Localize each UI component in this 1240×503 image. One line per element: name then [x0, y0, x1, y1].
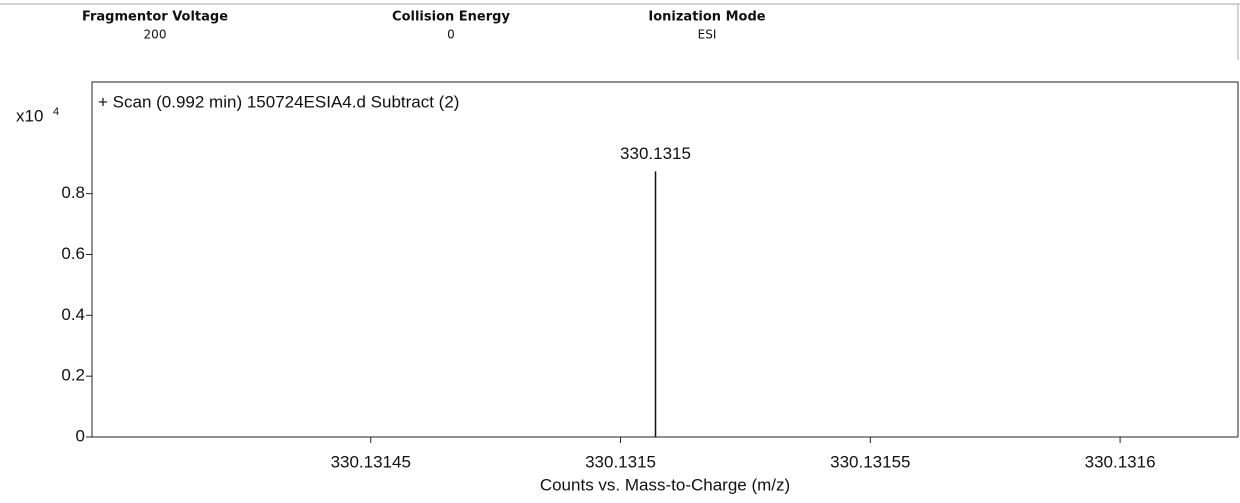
param-value: 200: [144, 28, 167, 42]
y-scale-label: x10: [16, 106, 43, 125]
x-tick-label: 330.1316: [1085, 452, 1156, 471]
param-value: 0: [447, 28, 455, 42]
param-name: Ionization Mode: [648, 10, 765, 25]
y-tick-label: 0.2: [61, 366, 85, 385]
y-tick-label: 0.8: [61, 183, 85, 202]
x-tick-label: 330.1315: [585, 452, 656, 471]
x-tick-label: 330.13155: [830, 452, 910, 471]
param-value: ESI: [698, 28, 717, 42]
chart-title: + Scan (0.992 min) 150724ESIA4.d Subtrac…: [98, 92, 459, 111]
y-scale-exponent: 4: [53, 106, 59, 118]
plot-frame: [91, 81, 1239, 437]
param-name: Collision Energy: [392, 10, 510, 25]
y-tick-label: 0.4: [61, 305, 85, 324]
param-name: Fragmentor Voltage: [82, 10, 228, 25]
peak-label: 330.1315: [620, 144, 691, 163]
y-tick-label: 0.6: [61, 244, 85, 263]
x-tick-label: 330.13145: [331, 452, 411, 471]
x-axis-label: Counts vs. Mass-to-Charge (m/z): [540, 475, 790, 494]
y-tick-label: 0: [76, 426, 85, 445]
